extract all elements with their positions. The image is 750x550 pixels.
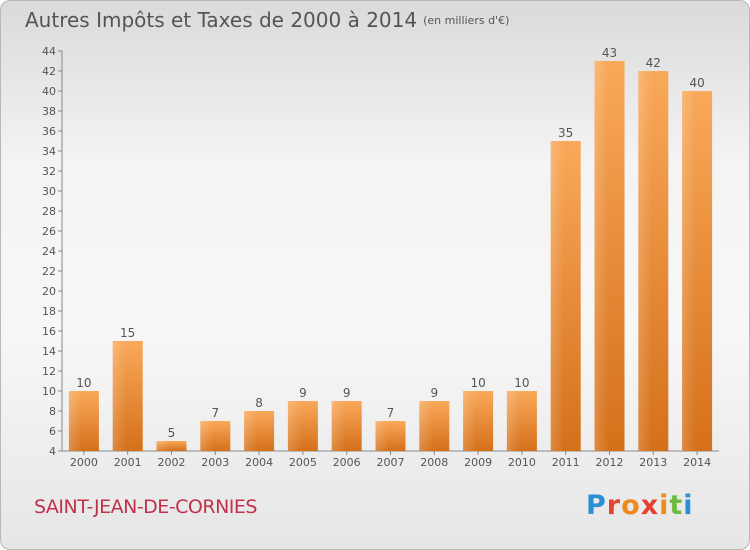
x-tick-label: 2013 [639,456,667,469]
data-label: 5 [168,426,176,440]
data-label: 7 [387,406,395,420]
place-name: SAINT-JEAN-DE-CORNIES [34,496,257,518]
data-label: 8 [255,396,263,410]
y-tick-label: 28 [42,205,56,218]
x-tick-label: 2005 [289,456,317,469]
x-tick-label: 2014 [683,456,711,469]
x-tick-label: 2006 [333,456,361,469]
data-label: 9 [430,386,438,400]
proxiti-logo: Proxiti [586,490,694,521]
x-tick-label: 2002 [158,456,186,469]
data-label: 43 [602,46,617,60]
data-label: 10 [470,376,485,390]
bar-highlight [331,401,346,451]
x-tick-label: 2000 [70,456,98,469]
data-label: 40 [689,76,704,90]
bar-highlight [375,421,389,451]
y-tick-label: 38 [42,105,56,118]
data-label: 9 [299,386,307,400]
data-labels: 10 15 5 7 8 9 9 7 9 10 10 35 43 42 40 [76,46,704,440]
x-tick-label: 2010 [508,456,536,469]
y-tick-label: 22 [42,265,56,278]
x-tick-label: 2007 [377,456,405,469]
bar-highlight [156,441,170,451]
y-tick-label: 42 [42,65,56,78]
y-tick-label: 14 [42,345,56,358]
data-label: 10 [76,376,91,390]
bar-highlight [682,91,696,451]
x-tick-label: 2003 [201,456,229,469]
chart-title: Autres Impôts et Taxes de 2000 à 2014 (en… [25,8,509,32]
y-tick-label: 44 [42,45,56,58]
y-tick-label: 20 [42,285,56,298]
y-tick-label: 4 [49,445,56,458]
bar-highlight [112,341,127,451]
data-label: 9 [343,386,351,400]
y-tick-label: 6 [49,425,56,438]
x-tick-label: 2001 [114,456,142,469]
y-tick-label: 24 [42,245,56,258]
x-tick-label: 2004 [245,456,273,469]
bars [68,61,713,451]
chart-title-text: Autres Impôts et Taxes de 2000 à 2014 [25,8,418,32]
y-tick-label: 8 [49,405,56,418]
y-tick-label: 12 [42,365,56,378]
data-label: 7 [211,406,219,420]
y-tick-label: 40 [42,85,56,98]
bar-highlight [463,391,477,451]
y-tick-label: 36 [42,125,56,138]
y-tick-label: 30 [42,185,56,198]
x-tick-label: 2012 [596,456,624,469]
data-label: 15 [120,326,135,340]
x-tick-label: 2009 [464,456,492,469]
bar-highlight [506,391,521,451]
y-tick-label: 18 [42,305,56,318]
bar-highlight [287,401,302,451]
bar-highlight [638,71,652,451]
bar-highlight [550,141,565,451]
chart-unit: (en milliers d'€) [423,14,510,27]
bar-highlight [594,61,608,451]
bar-2002 [156,441,187,451]
x-tick-label: 2008 [420,456,448,469]
bar-highlight [68,391,83,451]
y-tick-label: 10 [42,385,56,398]
axes: 4 6 8 10 12 14 16 18 20 22 24 26 28 30 32 34 36 38 40 42 44 2… [42,45,719,469]
data-label: 42 [646,56,661,70]
y-tick-label: 32 [42,165,56,178]
bar-highlight [200,421,214,451]
bar-highlight [244,411,258,451]
bar-highlight [419,401,433,451]
y-tick-label: 16 [42,325,56,338]
y-tick-label: 34 [42,145,56,158]
data-label: 35 [558,126,573,140]
x-tick-label: 2011 [552,456,580,469]
y-tick-label: 26 [42,225,56,238]
data-label: 10 [514,376,529,390]
